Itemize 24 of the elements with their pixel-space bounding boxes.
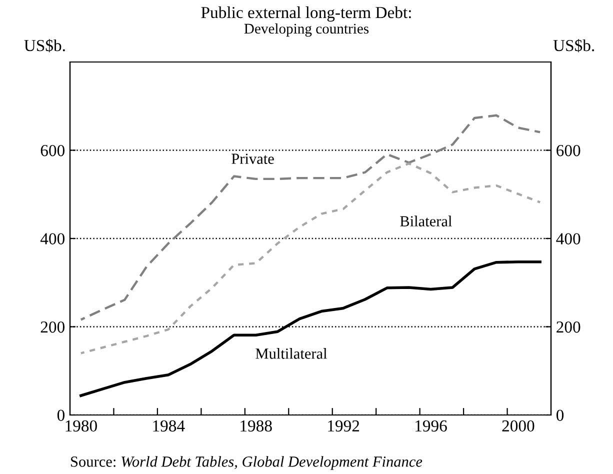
y-tick-label: 0 (57, 410, 65, 421)
x-tick-label: 1980 (66, 420, 97, 432)
line-series (80, 114, 542, 321)
y-tick-label: 600 (40, 144, 65, 156)
series-label: Multilateral (256, 348, 328, 359)
x-tick-label: 1992 (328, 420, 360, 432)
line-series (80, 260, 542, 397)
y-tick-label: 400 (40, 233, 65, 244)
x-tick-label: 1988 (240, 420, 272, 432)
series-label: Bilateral (400, 216, 452, 226)
chart-title: Public external long-term Debt: (201, 6, 411, 22)
x-tick-label: 1984 (153, 420, 185, 432)
y-tick-label: 200 (40, 321, 65, 333)
x-tick-label: 2000 (502, 420, 534, 432)
chart-subtitle: Developing countries (244, 23, 369, 37)
y2-tick-label: 200 (556, 321, 580, 333)
source-note: Source: World Debt Tables, Global Development Finance (71, 456, 422, 470)
x-tick-label: 1996 (416, 420, 447, 432)
y2-tick-label: 600 (556, 144, 580, 156)
y2-tick-label: 0 (556, 410, 564, 421)
series-label: Private (232, 154, 274, 164)
y2-tick-label: 400 (556, 233, 580, 244)
y2-axis-title: US$b. (553, 38, 594, 52)
y-axis-title: US$b. (24, 38, 65, 52)
